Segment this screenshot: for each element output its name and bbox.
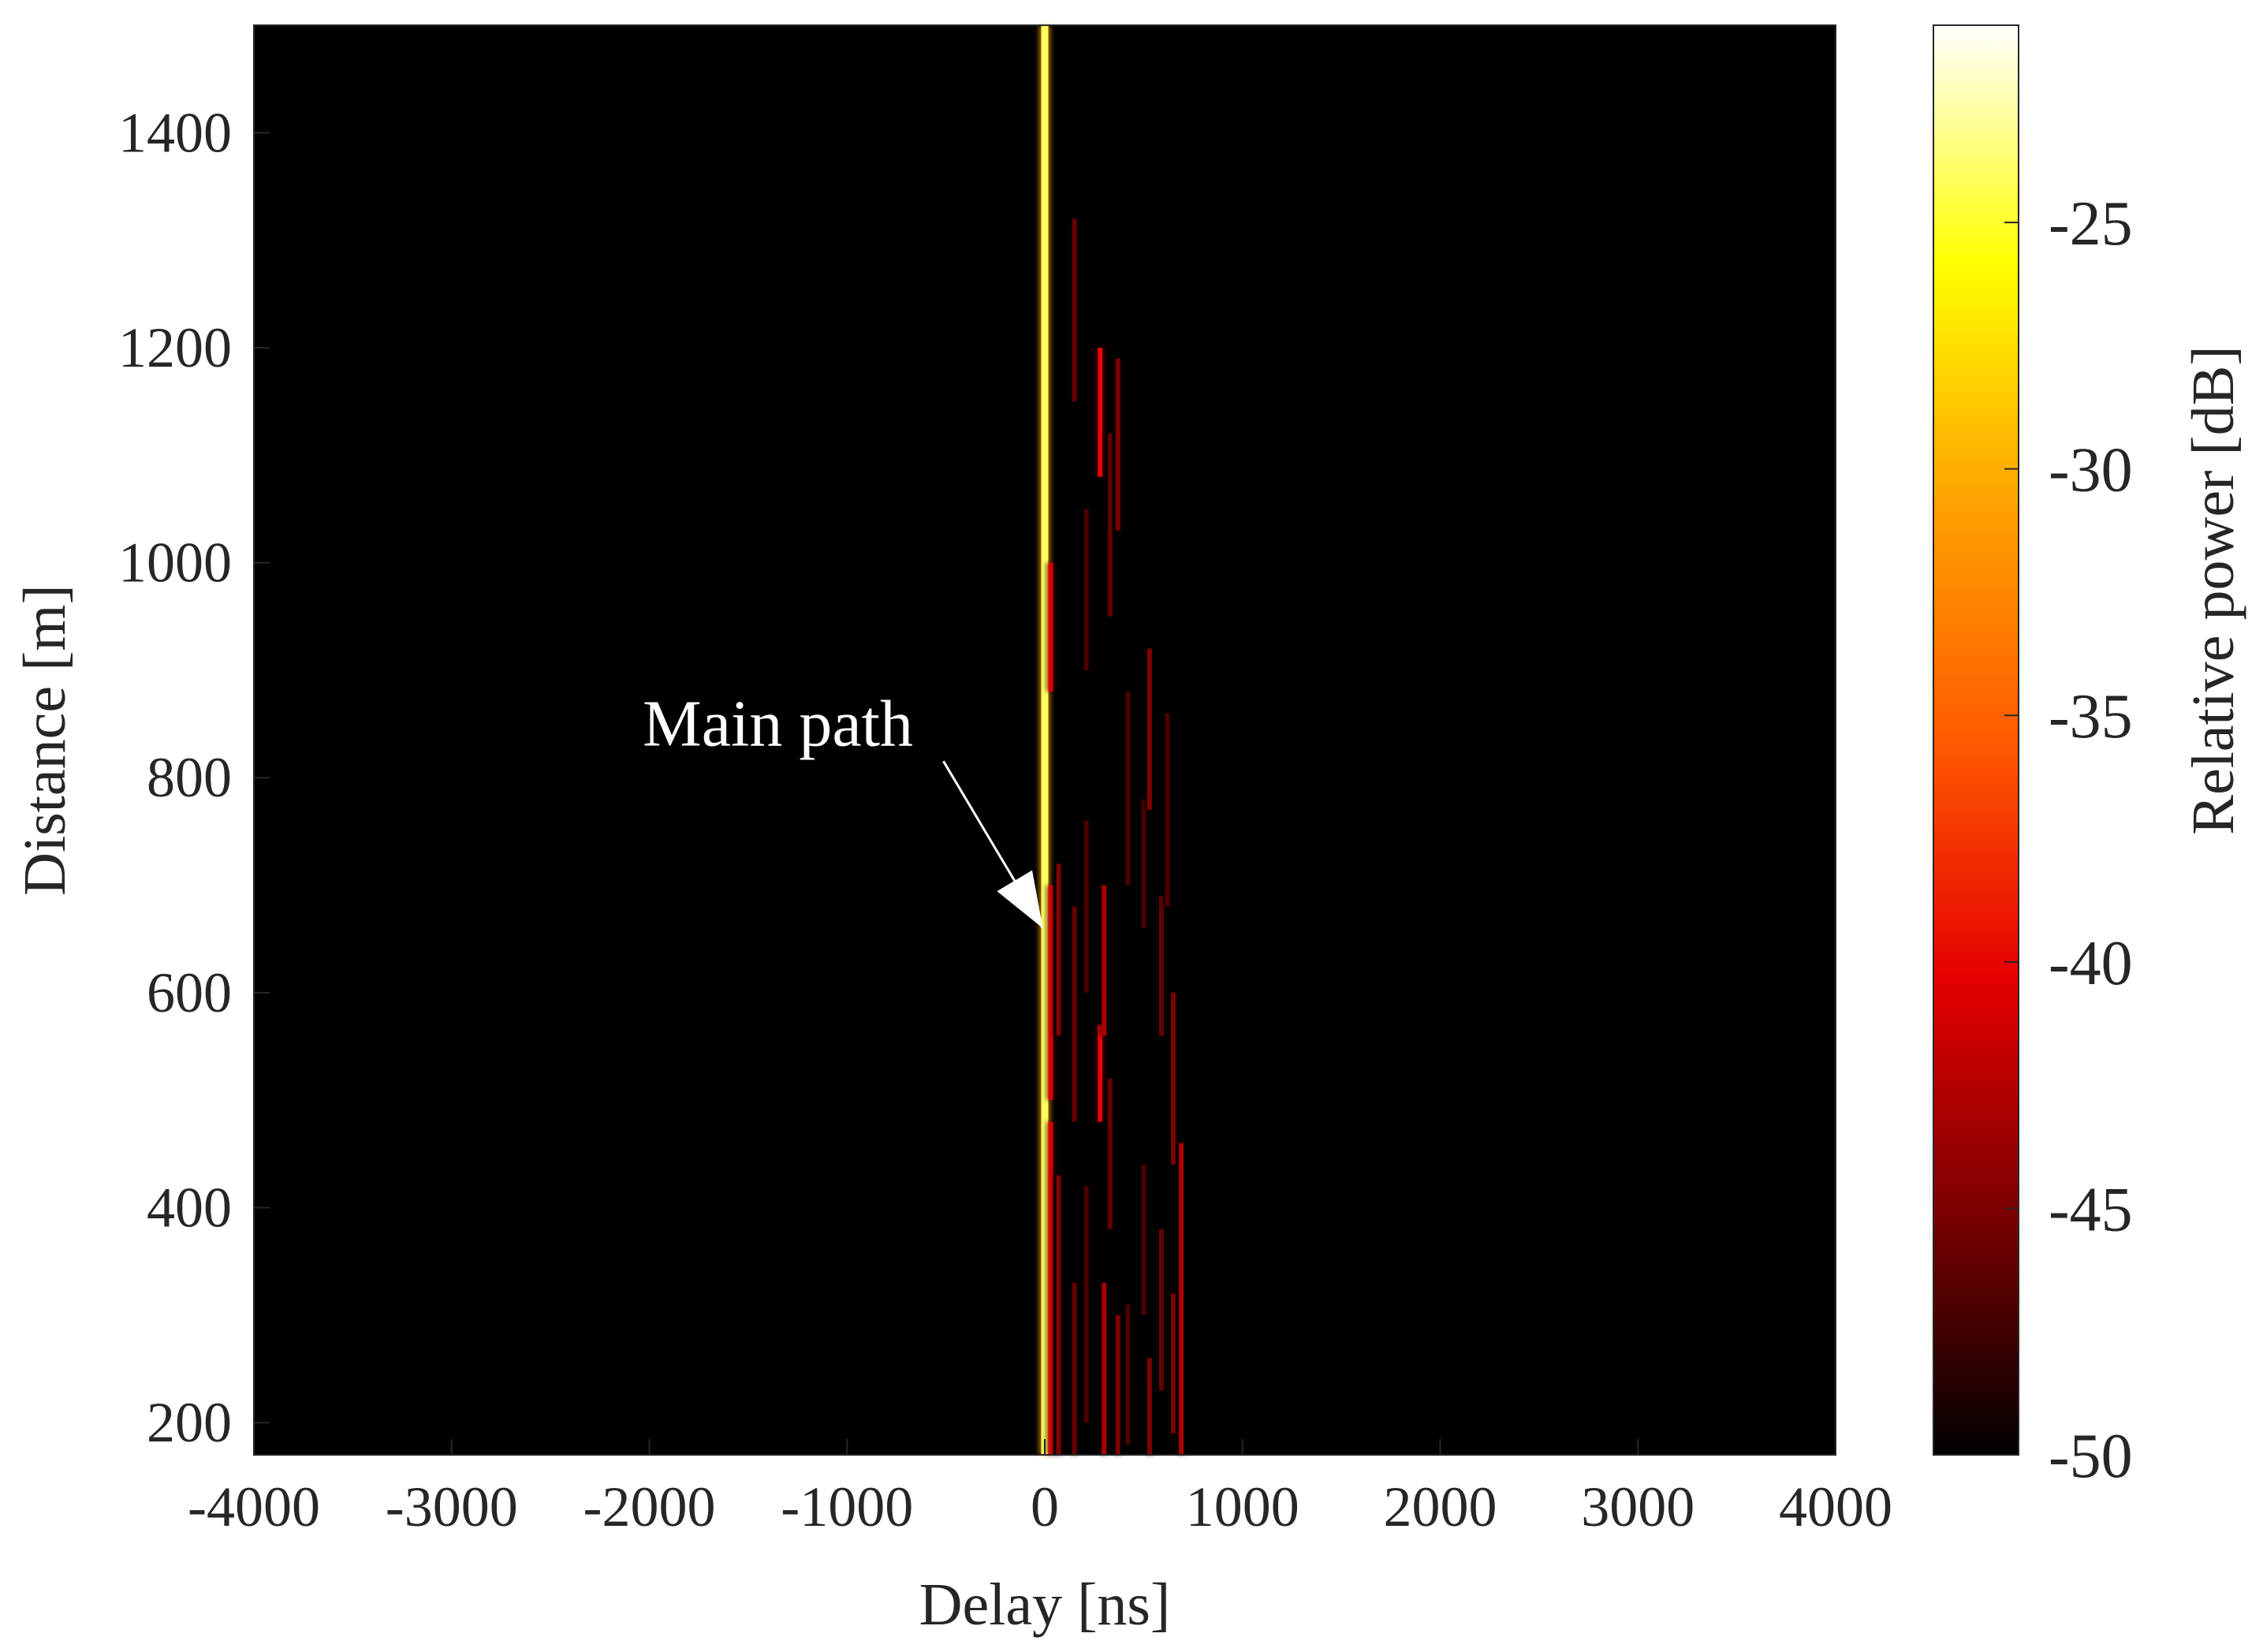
path-streak-3-2 <box>1072 218 1077 402</box>
y-tick-label: 800 <box>147 746 232 809</box>
y-axis-label: Distance [m] <box>12 584 78 896</box>
path-streak-3-0 <box>1072 1282 1077 1455</box>
path-streak-2-1 <box>1056 863 1061 1036</box>
x-tick-label: 0 <box>1031 1475 1059 1538</box>
path-streak-6-0 <box>1102 1282 1107 1455</box>
x-tick-label: 3000 <box>1581 1475 1694 1538</box>
path-streak-5-1 <box>1098 1024 1103 1122</box>
path-streak-1-2 <box>1048 562 1053 692</box>
x-tick-label: -1000 <box>781 1475 913 1538</box>
colorbar-tick-label: -35 <box>2049 682 2133 751</box>
x-tick-label: -4000 <box>188 1475 320 1538</box>
x-tick-label: 1000 <box>1186 1475 1299 1538</box>
y-tick-label: 1000 <box>118 531 232 595</box>
path-streak-15-0 <box>1179 1143 1184 1455</box>
colorbar-tick-label: -45 <box>2049 1175 2133 1244</box>
path-streak-4-2 <box>1083 509 1089 670</box>
path-streak-4-0 <box>1083 1186 1089 1423</box>
annotation-label: Main path <box>643 687 913 760</box>
y-tick-label: 600 <box>147 961 232 1024</box>
path-streak-7-0 <box>1107 1078 1113 1229</box>
path-streak-8-0 <box>1115 358 1120 531</box>
path-streak-9-1 <box>1125 1304 1131 1445</box>
path-streak-0-0 <box>1041 25 1049 1455</box>
path-streak-14-0 <box>1170 992 1176 1165</box>
colorbar-tick-label: -30 <box>2049 436 2133 505</box>
path-streak-8-1 <box>1115 1315 1120 1455</box>
x-tick-label: 2000 <box>1384 1475 1497 1538</box>
y-tick-label: 200 <box>147 1391 232 1454</box>
y-tick-label: 1400 <box>118 101 232 164</box>
x-tick-label: -3000 <box>386 1475 518 1538</box>
path-streak-6-1 <box>1102 885 1107 1036</box>
x-axis-label: Delay [ns] <box>919 1572 1171 1638</box>
path-streak-12-1 <box>1158 1229 1164 1391</box>
colorbar-tick-label: -50 <box>2049 1422 2133 1491</box>
path-streak-4-1 <box>1083 820 1089 993</box>
y-tick-label: 400 <box>147 1176 232 1239</box>
x-tick-label: 4000 <box>1779 1475 1892 1538</box>
path-streak-11-1 <box>1146 1358 1152 1455</box>
x-tick-label: -2000 <box>583 1475 716 1538</box>
path-streak-12-0 <box>1158 896 1164 1036</box>
annotation-arrow-head <box>997 870 1043 929</box>
path-streak-9-0 <box>1125 692 1131 886</box>
path-streak-11-0 <box>1146 648 1152 811</box>
colorbar-frame <box>1933 24 2019 1456</box>
path-streak-10-1 <box>1141 799 1146 929</box>
colorbar-tick-label: -25 <box>2049 189 2133 259</box>
path-streak-10-0 <box>1141 1164 1146 1315</box>
path-streak-14-1 <box>1170 1293 1176 1434</box>
path-streak-2-0 <box>1056 1175 1061 1455</box>
path-streak-1-0 <box>1048 1121 1053 1455</box>
path-streak-5-0 <box>1098 347 1103 477</box>
y-tick-label: 1200 <box>118 316 232 379</box>
path-streak-7-1 <box>1107 434 1113 617</box>
path-streak-3-1 <box>1072 906 1077 1122</box>
colorbar <box>1933 25 2019 1455</box>
path-streak-13-0 <box>1165 713 1170 907</box>
colorbar-tick-label: -40 <box>2049 929 2133 998</box>
colorbar-label: Relative power [dB] <box>2180 345 2246 834</box>
path-streak-1-1 <box>1048 885 1053 1101</box>
